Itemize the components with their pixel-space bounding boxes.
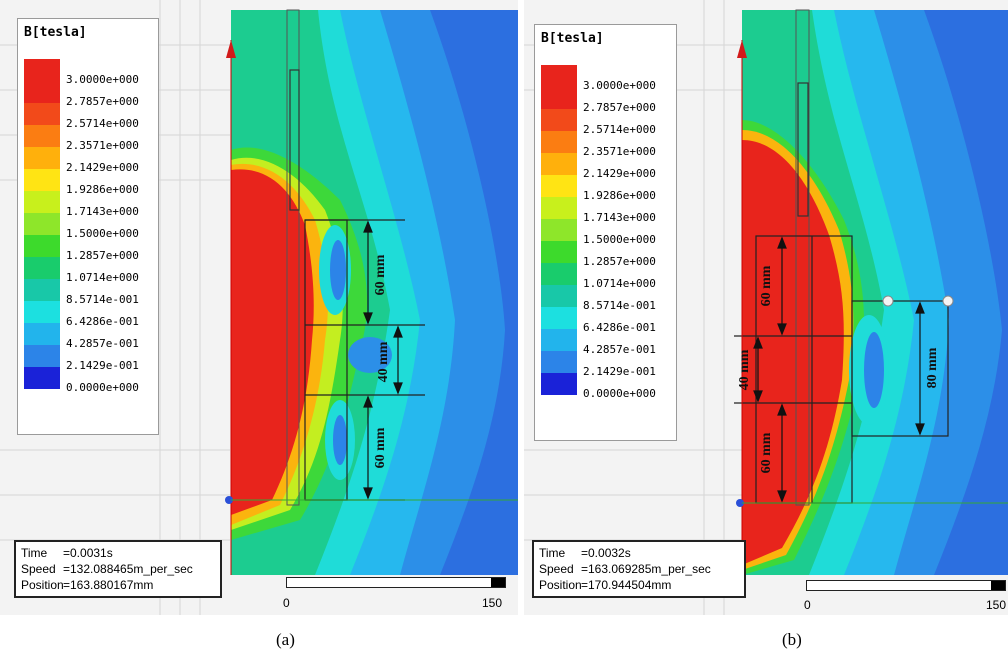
panel-a: 60 mm 40 mm 60 mm B[tesla] 3.0000e+000 2… xyxy=(0,0,518,615)
legend-title: B[tesla] xyxy=(24,25,87,40)
legend-swatch xyxy=(24,323,60,345)
legend-value: 4.2857e-001 xyxy=(66,337,139,350)
position-label: Position xyxy=(539,578,582,592)
dimension-label-80mm: 80 mm xyxy=(925,347,940,388)
color-legend: B[tesla] 3.0000e+000 2.7857e+000 2.5714e… xyxy=(17,18,159,435)
legend-value: 1.5000e+000 xyxy=(583,233,656,246)
time-label: Time xyxy=(21,546,48,560)
scale-start: 0 xyxy=(283,596,290,610)
legend-value: 2.7857e+000 xyxy=(66,95,139,108)
legend-swatch xyxy=(541,351,577,373)
legend-value: 3.0000e+000 xyxy=(66,73,139,86)
legend-swatch xyxy=(541,65,577,109)
scale-start: 0 xyxy=(804,598,811,612)
speed-value: =132.088465m_per_sec xyxy=(63,562,193,576)
legend-value: 1.5000e+000 xyxy=(66,227,139,240)
dimension-label-40mm: 40 mm xyxy=(737,349,752,390)
legend-swatch xyxy=(541,131,577,153)
legend-swatch xyxy=(24,147,60,169)
legend-value: 2.3571e+000 xyxy=(583,145,656,158)
legend-value: 0.0000e+000 xyxy=(66,381,139,394)
legend-swatch xyxy=(24,59,60,103)
dimension-label-60mm-bottom: 60 mm xyxy=(373,427,388,468)
legend-value: 1.0714e+000 xyxy=(583,277,656,290)
field-plot-a: 60 mm 40 mm 60 mm xyxy=(0,0,518,615)
legend-swatch xyxy=(24,235,60,257)
legend-swatch xyxy=(541,373,577,395)
legend-swatch xyxy=(541,153,577,175)
legend-title: B[tesla] xyxy=(541,31,604,46)
legend-value: 4.2857e-001 xyxy=(583,343,656,356)
legend-swatch xyxy=(24,279,60,301)
legend-swatch xyxy=(541,329,577,351)
legend-value: 8.5714e-001 xyxy=(66,293,139,306)
legend-value: 2.5714e+000 xyxy=(66,117,139,130)
scale-bar xyxy=(806,580,1006,591)
legend-swatches xyxy=(24,59,60,389)
legend-labels: 3.0000e+000 2.7857e+000 2.5714e+000 2.35… xyxy=(583,75,656,405)
legend-value: 6.4286e-001 xyxy=(66,315,139,328)
simulation-info-box: Time =0.0032s Speed =163.069285m_per_sec P… xyxy=(532,540,746,598)
legend-swatch xyxy=(24,345,60,367)
dimension-label-60mm-top: 60 mm xyxy=(759,265,774,306)
speed-label: Speed xyxy=(539,562,574,576)
legend-value: 2.1429e+000 xyxy=(583,167,656,180)
scale-end: 150 xyxy=(986,598,1007,612)
legend-swatches xyxy=(541,65,577,395)
legend-swatch xyxy=(541,197,577,219)
dimension-label-60mm-bottom: 60 mm xyxy=(759,432,774,473)
scale-bar xyxy=(286,577,506,588)
legend-value: 2.1429e+000 xyxy=(66,161,139,174)
legend-value: 2.3571e+000 xyxy=(66,139,139,152)
legend-value: 2.5714e+000 xyxy=(583,123,656,136)
color-legend: B[tesla] 3.0000e+000 2.7857e+000 2.5714e… xyxy=(534,24,677,441)
legend-value: 8.5714e-001 xyxy=(583,299,656,312)
legend-value: 2.7857e+000 xyxy=(583,101,656,114)
position-value: =170.944504mm xyxy=(581,578,672,592)
legend-swatch xyxy=(24,257,60,279)
legend-swatch xyxy=(541,307,577,329)
position-label: Position xyxy=(21,578,64,592)
legend-swatch xyxy=(24,191,60,213)
caption-b: (b) xyxy=(782,630,802,649)
legend-value: 1.0714e+000 xyxy=(66,271,139,284)
scale-end: 150 xyxy=(482,596,503,610)
legend-swatch xyxy=(541,219,577,241)
panel-b: 60 mm 40 mm 60 mm 80 mm B[tesla] 3.0000e… xyxy=(524,0,1008,615)
legend-swatch xyxy=(541,175,577,197)
time-value: =0.0031s xyxy=(63,546,113,560)
legend-value: 1.2857e+000 xyxy=(583,255,656,268)
time-value: =0.0032s xyxy=(581,546,631,560)
field-plot-b: 60 mm 40 mm 60 mm 80 mm xyxy=(524,0,1008,615)
legend-value: 1.2857e+000 xyxy=(66,249,139,262)
legend-swatch xyxy=(24,103,60,125)
legend-value: 1.9286e+000 xyxy=(66,183,139,196)
legend-swatch xyxy=(541,285,577,307)
legend-swatch xyxy=(24,169,60,191)
speed-label: Speed xyxy=(21,562,56,576)
position-value: =163.880167mm xyxy=(63,578,154,592)
legend-value: 1.7143e+000 xyxy=(583,211,656,224)
legend-swatch xyxy=(541,241,577,263)
legend-value: 1.7143e+000 xyxy=(66,205,139,218)
legend-swatch xyxy=(24,213,60,235)
legend-swatch xyxy=(24,125,60,147)
speed-value: =163.069285m_per_sec xyxy=(581,562,711,576)
legend-swatch xyxy=(24,367,60,389)
simulation-info-box: Time =0.0031s Speed =132.088465m_per_sec P… xyxy=(14,540,222,598)
time-label: Time xyxy=(539,546,566,560)
dimension-label-60mm-top: 60 mm xyxy=(373,254,388,295)
legend-value: 6.4286e-001 xyxy=(583,321,656,334)
legend-value: 1.9286e+000 xyxy=(583,189,656,202)
legend-value: 2.1429e-001 xyxy=(583,365,656,378)
legend-value: 3.0000e+000 xyxy=(583,79,656,92)
legend-swatch xyxy=(24,301,60,323)
legend-swatch xyxy=(541,109,577,131)
legend-value: 0.0000e+000 xyxy=(583,387,656,400)
dimension-label-40mm: 40 mm xyxy=(376,341,391,382)
legend-labels: 3.0000e+000 2.7857e+000 2.5714e+000 2.35… xyxy=(66,69,139,399)
legend-swatch xyxy=(541,263,577,285)
caption-a: (a) xyxy=(276,630,295,649)
legend-value: 2.1429e-001 xyxy=(66,359,139,372)
